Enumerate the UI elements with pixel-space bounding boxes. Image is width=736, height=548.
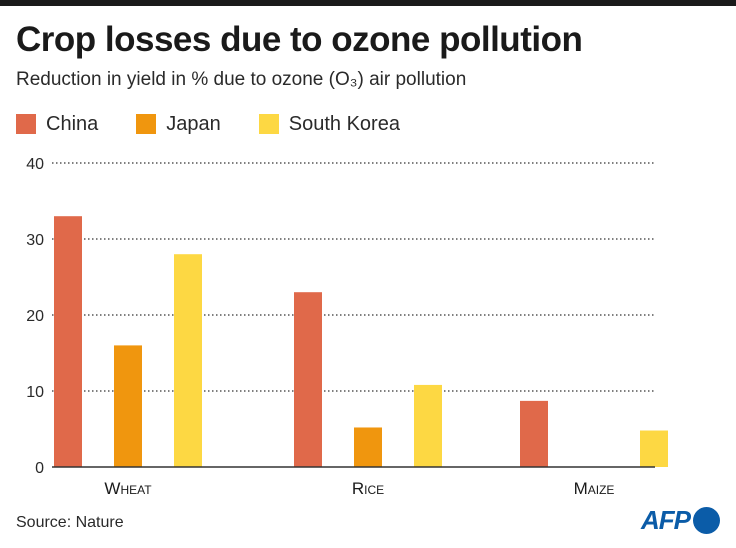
bar-china-rice [294, 292, 322, 467]
legend-label-south-korea: South Korea [288, 112, 400, 135]
bar-china-wheat [54, 216, 82, 467]
bar-south-korea-maize [640, 430, 668, 467]
category-label-rice: Rice [352, 479, 384, 498]
source-note: Source: Nature [16, 514, 124, 531]
legend-swatch-south-korea [258, 114, 279, 134]
bar-japan-wheat [114, 345, 142, 467]
legend-swatch-china [16, 114, 36, 134]
y-tick-label-40: 40 [26, 156, 44, 173]
legend-item-china: China [16, 113, 98, 136]
y-tick-label-20: 20 [26, 308, 44, 325]
legend-label-china: China [46, 112, 99, 135]
bar-china-maize [520, 400, 548, 467]
y-tick-label-0: 0 [35, 460, 44, 477]
legend-item-south-korea: South Korea [258, 112, 400, 136]
category-label-maize: Maize [574, 479, 615, 498]
legend-swatch-japan [136, 114, 157, 134]
chart-subtitle: Reduction in yield in % due to ozone (O₃… [16, 69, 467, 90]
bar-japan-rice [354, 427, 382, 467]
y-tick-label-10: 10 [26, 384, 44, 401]
afp-logo-dot [693, 507, 720, 534]
legend-item-japan: Japan [136, 113, 221, 136]
legend: China Japan South Korea [16, 111, 438, 137]
bar-south-korea-wheat [174, 254, 202, 467]
top-rule [0, 0, 736, 6]
chart-title: Crop losses due to ozone pollution [16, 20, 583, 59]
bar-south-korea-rice [414, 384, 442, 467]
y-tick-label-30: 30 [26, 232, 44, 249]
afp-logo: AFP [641, 505, 720, 536]
category-label-wheat: Wheat [104, 479, 152, 498]
afp-logo-text: AFP [641, 505, 691, 535]
legend-label-japan: Japan [166, 112, 221, 135]
